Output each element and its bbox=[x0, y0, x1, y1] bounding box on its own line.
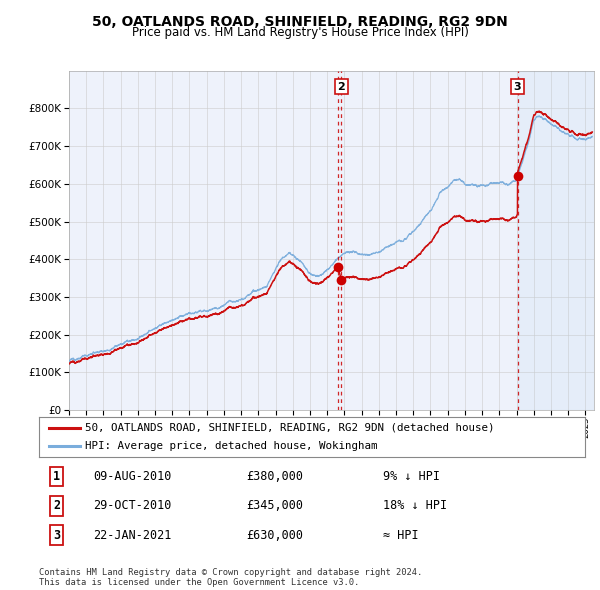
Text: 3: 3 bbox=[53, 529, 60, 542]
Text: 50, OATLANDS ROAD, SHINFIELD, READING, RG2 9DN (detached house): 50, OATLANDS ROAD, SHINFIELD, READING, R… bbox=[85, 423, 495, 433]
Text: 29-OCT-2010: 29-OCT-2010 bbox=[94, 499, 172, 513]
Text: 2: 2 bbox=[338, 81, 346, 91]
Bar bbox=[518, 71, 594, 410]
Text: ≈ HPI: ≈ HPI bbox=[383, 529, 419, 542]
Text: 50, OATLANDS ROAD, SHINFIELD, READING, RG2 9DN: 50, OATLANDS ROAD, SHINFIELD, READING, R… bbox=[92, 15, 508, 29]
Text: 1: 1 bbox=[53, 470, 60, 483]
Text: 22-JAN-2021: 22-JAN-2021 bbox=[94, 529, 172, 542]
Text: Price paid vs. HM Land Registry's House Price Index (HPI): Price paid vs. HM Land Registry's House … bbox=[131, 26, 469, 39]
Text: 18% ↓ HPI: 18% ↓ HPI bbox=[383, 499, 447, 513]
Text: 3: 3 bbox=[514, 81, 521, 91]
Text: £345,000: £345,000 bbox=[247, 499, 304, 513]
Text: HPI: Average price, detached house, Wokingham: HPI: Average price, detached house, Woki… bbox=[85, 441, 378, 451]
Text: Contains HM Land Registry data © Crown copyright and database right 2024.
This d: Contains HM Land Registry data © Crown c… bbox=[39, 568, 422, 587]
Text: 09-AUG-2010: 09-AUG-2010 bbox=[94, 470, 172, 483]
Text: 2: 2 bbox=[53, 499, 60, 513]
Text: £380,000: £380,000 bbox=[247, 470, 304, 483]
Text: 9% ↓ HPI: 9% ↓ HPI bbox=[383, 470, 440, 483]
Text: £630,000: £630,000 bbox=[247, 529, 304, 542]
